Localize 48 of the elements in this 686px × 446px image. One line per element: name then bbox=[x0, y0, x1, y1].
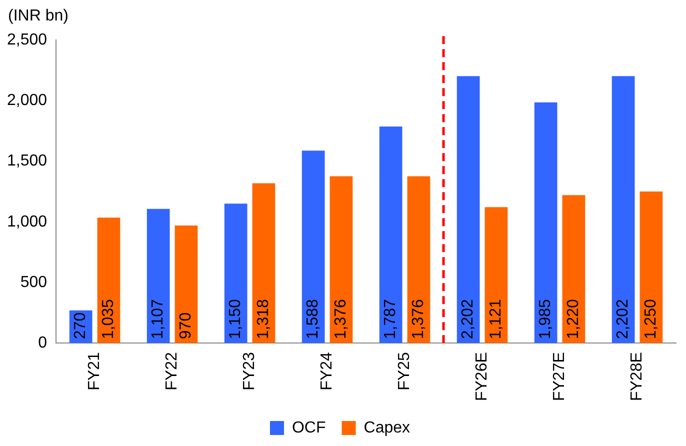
y-tick-label: 0 bbox=[38, 334, 48, 352]
bar bbox=[407, 176, 430, 344]
x-tick-label: FY26E bbox=[474, 352, 491, 402]
data-label: 270 bbox=[72, 312, 90, 340]
legend-label: OCF bbox=[292, 419, 326, 436]
y-tick-label: 2,500 bbox=[6, 31, 48, 48]
bar bbox=[224, 204, 248, 344]
bar bbox=[146, 208, 170, 344]
bar bbox=[97, 218, 120, 344]
data-label: 970 bbox=[178, 312, 195, 340]
x-tick-label: FY27E bbox=[551, 352, 568, 402]
data-label: 1,588 bbox=[304, 298, 322, 340]
bar bbox=[640, 192, 663, 344]
data-label: 1,035 bbox=[100, 298, 118, 340]
bar bbox=[330, 176, 353, 344]
x-tick-label: FY22 bbox=[164, 352, 181, 390]
y-tick-label: 1,500 bbox=[6, 152, 48, 170]
bar bbox=[252, 183, 276, 344]
data-label: 1,376 bbox=[332, 298, 350, 340]
data-label: 1,220 bbox=[565, 298, 582, 340]
data-label: 1,318 bbox=[255, 298, 272, 340]
data-label: 1,376 bbox=[410, 298, 428, 340]
bar bbox=[562, 195, 586, 344]
legend-label: Capex bbox=[364, 419, 410, 436]
x-tick-label: FY25 bbox=[396, 352, 414, 390]
bar bbox=[302, 150, 325, 344]
data-label: 1,250 bbox=[642, 298, 660, 340]
bar bbox=[534, 102, 558, 344]
y-axis-title: (INR bn) bbox=[8, 7, 68, 24]
y-tick-label: 500 bbox=[20, 274, 48, 291]
y-tick-label: 1,000 bbox=[6, 213, 48, 230]
bar bbox=[612, 76, 635, 344]
bar bbox=[456, 76, 480, 344]
data-label: 1,787 bbox=[382, 298, 400, 340]
x-tick-label: FY21 bbox=[86, 352, 104, 390]
data-label: 1,107 bbox=[150, 298, 167, 340]
y-tick-label: 2,000 bbox=[6, 92, 48, 110]
x-tick-label: FY24 bbox=[318, 352, 336, 390]
bar bbox=[174, 225, 198, 344]
x-tick-label: FY23 bbox=[241, 352, 258, 390]
data-label: 2,202 bbox=[460, 298, 477, 340]
data-label: 1,121 bbox=[488, 298, 505, 340]
bar bbox=[379, 126, 402, 344]
data-label: 1,150 bbox=[227, 298, 244, 340]
bar bbox=[484, 207, 508, 344]
data-label: 2,202 bbox=[614, 298, 632, 340]
data-label: 1,985 bbox=[537, 298, 554, 340]
x-tick-label: FY28E bbox=[628, 352, 646, 402]
